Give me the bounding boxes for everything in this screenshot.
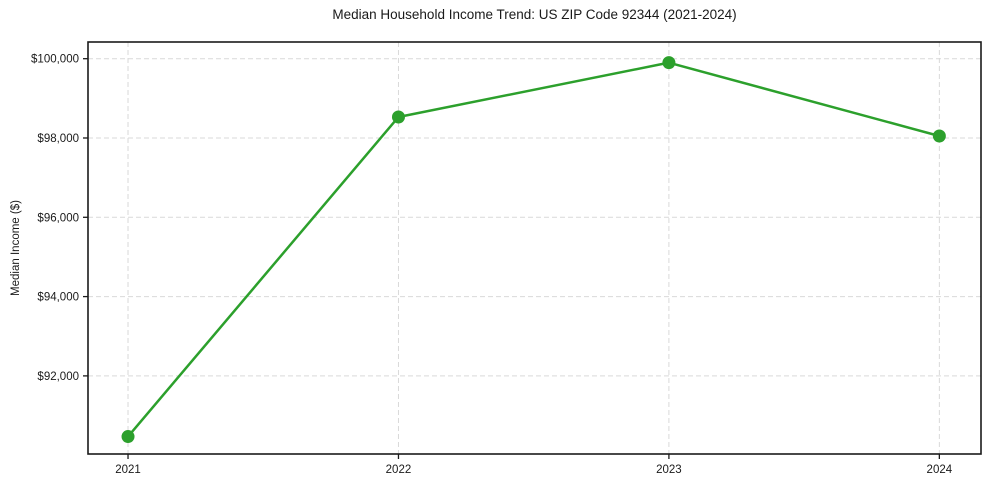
data-point — [121, 430, 135, 444]
chart-title: Median Household Income Trend: US ZIP Co… — [332, 7, 737, 22]
plot-border — [87, 41, 982, 455]
y-tick-label: $92,000 — [37, 371, 79, 383]
x-tick-label: 2021 — [115, 464, 141, 476]
data-point — [662, 56, 676, 70]
x-tick-label: 2023 — [656, 464, 682, 476]
x-tick-label: 2024 — [927, 464, 953, 476]
data-point — [391, 110, 405, 124]
y-tick-label: $96,000 — [37, 212, 79, 224]
data-point — [932, 129, 946, 143]
trend-line — [126, 61, 941, 438]
x-tick-label: 2022 — [386, 464, 412, 476]
y-tick-label: $98,000 — [37, 133, 79, 145]
y-tick-label: $94,000 — [37, 292, 79, 304]
y-tick-label: $100,000 — [31, 54, 79, 66]
